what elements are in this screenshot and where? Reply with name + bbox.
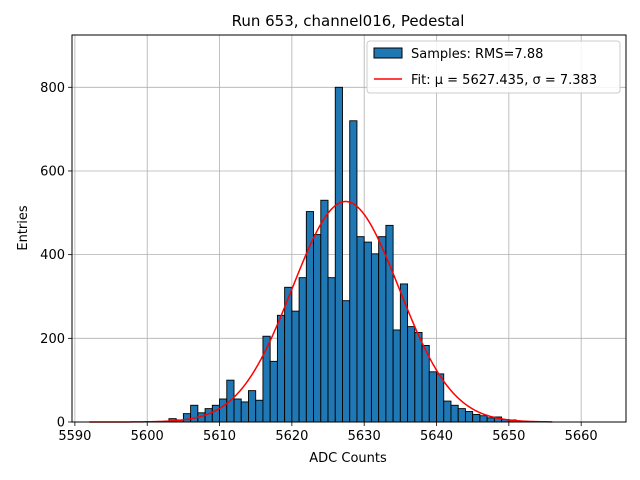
gaussian-fit bbox=[89, 200, 553, 423]
y-tick-label: 0 bbox=[57, 416, 65, 431]
histogram-bar bbox=[407, 326, 416, 423]
histogram-bar bbox=[320, 199, 329, 423]
histogram-bar bbox=[240, 401, 249, 423]
histogram-bar bbox=[342, 300, 351, 423]
y-tick-label: 400 bbox=[40, 248, 65, 263]
histogram-bar bbox=[233, 398, 242, 423]
histogram-bar bbox=[378, 236, 387, 423]
histogram-bar bbox=[385, 224, 394, 423]
histogram-bar bbox=[450, 404, 459, 423]
histogram-bar bbox=[305, 211, 315, 423]
x-tick-label: 5620 bbox=[275, 429, 308, 444]
histogram-bar bbox=[313, 234, 322, 423]
histogram-bar bbox=[219, 398, 228, 423]
legend-bar-swatch bbox=[373, 47, 403, 59]
histogram-bar bbox=[269, 360, 278, 423]
histogram-bar bbox=[457, 408, 466, 423]
histogram-bar bbox=[255, 399, 264, 423]
histogram-bar bbox=[392, 329, 401, 423]
histogram-bar bbox=[472, 414, 481, 423]
x-tick-label: 5650 bbox=[492, 429, 525, 444]
histogram-bar bbox=[464, 411, 474, 423]
y-tick-label: 200 bbox=[40, 332, 65, 347]
histogram-bar bbox=[182, 413, 192, 423]
histogram-bar bbox=[291, 310, 300, 423]
legend-box bbox=[366, 40, 621, 94]
histogram-bar bbox=[363, 241, 372, 423]
histogram-bar bbox=[211, 404, 220, 423]
histogram-bar bbox=[334, 86, 343, 423]
histogram-bar bbox=[479, 415, 488, 423]
x-axis-ticks: 5590 5600 5610 5620 5630 5640 5650 5660 bbox=[58, 422, 598, 444]
histogram-bar bbox=[248, 390, 257, 423]
y-tick-label: 800 bbox=[40, 81, 65, 96]
y-axis-ticks: 0 200 400 600 800 bbox=[40, 81, 72, 431]
x-tick-label: 5610 bbox=[203, 429, 236, 444]
y-axis-label: Entries bbox=[16, 205, 31, 251]
histogram-bar bbox=[370, 253, 380, 423]
histogram-bar bbox=[349, 120, 358, 423]
histogram-bar bbox=[436, 373, 445, 423]
histogram-bar bbox=[327, 277, 336, 423]
histogram-bar bbox=[190, 404, 199, 423]
chart-title: Run 653, channel016, Pedestal bbox=[232, 12, 465, 30]
plot-frame bbox=[71, 34, 627, 423]
legend-fit-label: Fit: μ = 5627.435, σ = 7.383 bbox=[411, 73, 597, 88]
y-tick-label: 600 bbox=[40, 164, 65, 179]
x-tick-label: 5660 bbox=[565, 429, 598, 444]
legend: Samples: RMS=7.88 Fit: μ = 5627.435, σ =… bbox=[366, 40, 621, 94]
histogram-bars bbox=[168, 86, 517, 423]
histogram-bar bbox=[298, 277, 307, 423]
histogram-bar bbox=[399, 283, 409, 423]
histogram-bar bbox=[443, 400, 452, 423]
histogram-bar bbox=[421, 344, 430, 423]
legend-histogram-label: Samples: RMS=7.88 bbox=[411, 47, 543, 62]
histogram-bar bbox=[284, 286, 293, 423]
histogram-bar bbox=[486, 417, 495, 423]
histogram-bar bbox=[414, 332, 423, 423]
fit-curve bbox=[89, 200, 553, 423]
x-tick-label: 5600 bbox=[131, 429, 164, 444]
x-tick-label: 5590 bbox=[58, 429, 91, 444]
x-tick-label: 5640 bbox=[420, 429, 453, 444]
histogram-bar bbox=[276, 314, 286, 423]
histogram-bar bbox=[356, 236, 365, 423]
x-tick-label: 5630 bbox=[348, 429, 381, 444]
x-axis-label: ADC Counts bbox=[309, 451, 387, 466]
histogram-bar bbox=[428, 371, 437, 423]
